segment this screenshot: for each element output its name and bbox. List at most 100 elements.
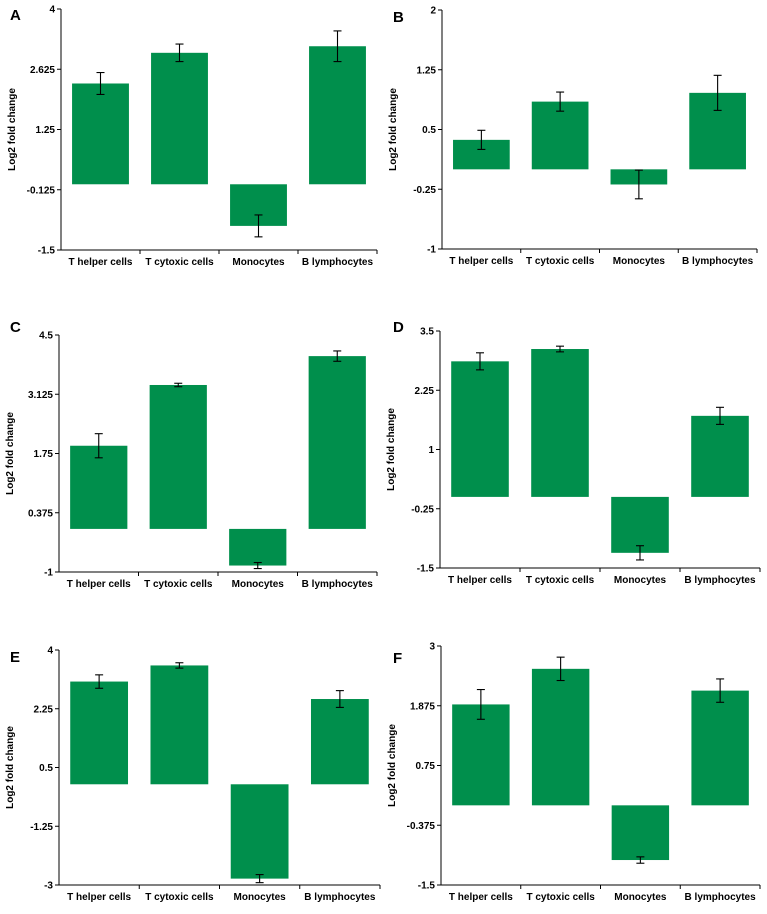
x-tick-label: T helper cells bbox=[448, 575, 512, 586]
bar-t-helper-cells bbox=[72, 83, 129, 185]
y-tick-label: 0.5 bbox=[39, 763, 53, 774]
y-axis-label: Log2 fold change bbox=[5, 412, 16, 495]
y-tick-label: -0.25 bbox=[413, 185, 436, 196]
y-tick-label: 3.5 bbox=[420, 327, 434, 338]
bar-monocytes bbox=[229, 528, 287, 566]
y-tick-label: 1.25 bbox=[417, 65, 437, 76]
y-tick-label: 1.75 bbox=[34, 449, 54, 460]
chart-panel-a: A Log2 fold change 4 2.625 1.25 -0.125 -1.5 T h… bbox=[7, 5, 378, 268]
y-tick-label: 4 bbox=[47, 646, 53, 657]
y-tick-label: -1.5 bbox=[38, 246, 56, 257]
bar-t-cytoxic-cells bbox=[150, 665, 209, 785]
panel-letter: A bbox=[10, 7, 21, 24]
error-bar bbox=[333, 350, 342, 362]
error-bar bbox=[94, 433, 103, 459]
panel-letter: B bbox=[393, 9, 404, 26]
chart-panel-e: E Log2 fold change 4 2.25 0.5 -1.25 -3 T helper… bbox=[5, 646, 381, 903]
panel-letter: E bbox=[10, 649, 20, 666]
error-bar bbox=[476, 352, 484, 371]
y-tick-label: -1 bbox=[44, 568, 53, 579]
y-axis-label: Log2 fold change bbox=[7, 88, 18, 171]
y-tick-label: 3.125 bbox=[28, 390, 53, 401]
error-bar bbox=[556, 91, 565, 112]
bar-b-lymphocytes bbox=[310, 699, 369, 785]
chart-panel-b: B Log2 fold change 2 1.25 0.5 -0.25 -1 T helper… bbox=[388, 6, 758, 267]
x-tick-label: T helper cells bbox=[449, 892, 513, 903]
x-tick-label: B lymphocytes bbox=[304, 892, 376, 903]
y-tick-label: 1 bbox=[428, 445, 434, 456]
error-bar bbox=[636, 856, 645, 864]
x-tick-label: T cytoxic cells bbox=[145, 257, 214, 268]
bar-t-cytoxic-cells bbox=[531, 668, 590, 806]
x-tick-label: T helper cells bbox=[67, 579, 131, 590]
x-tick-label: B lymphocytes bbox=[302, 579, 374, 590]
error-bar bbox=[174, 382, 183, 388]
bar-t-cytoxic-cells bbox=[151, 52, 208, 185]
y-tick-label: 2.25 bbox=[415, 386, 435, 397]
y-tick-label: 1.25 bbox=[36, 125, 56, 136]
y-tick-label: -0.25 bbox=[411, 504, 434, 515]
x-tick-label: Monocytes bbox=[614, 575, 667, 586]
y-axis-label: Log2 fold change bbox=[386, 408, 397, 491]
x-tick-label: T cytoxic cells bbox=[526, 892, 595, 903]
y-tick-label: -0.125 bbox=[27, 185, 56, 196]
y-tick-label: 4.5 bbox=[39, 331, 53, 342]
x-tick-label: Monocytes bbox=[232, 257, 285, 268]
error-bar bbox=[333, 30, 342, 63]
y-tick-label: 2.625 bbox=[30, 65, 55, 76]
x-tick-label: B lymphocytes bbox=[682, 256, 754, 267]
bar-monocytes bbox=[611, 496, 669, 553]
error-bar bbox=[254, 214, 263, 238]
error-bar bbox=[716, 406, 724, 425]
bar-t-helper-cells bbox=[452, 704, 510, 806]
x-tick-label: T cytoxic cells bbox=[144, 579, 213, 590]
bar-t-helper-cells bbox=[70, 681, 129, 785]
y-axis-label: Log2 fold change bbox=[5, 726, 16, 809]
bar-t-helper-cells bbox=[70, 445, 128, 529]
error-bar bbox=[713, 74, 722, 111]
x-tick-label: B lymphocytes bbox=[302, 257, 374, 268]
error-bar bbox=[335, 690, 344, 708]
y-tick-label: 2.25 bbox=[34, 704, 54, 715]
chart-panel-f: F Log2 fold change 3 1.875 0.75 -0.375 -1.5 T h… bbox=[387, 642, 761, 903]
y-tick-label: 0.75 bbox=[416, 761, 436, 772]
panel-letter: D bbox=[393, 319, 404, 336]
y-tick-label: 0.5 bbox=[422, 125, 436, 136]
y-axis-label: Log2 fold change bbox=[388, 88, 399, 171]
error-bar bbox=[636, 545, 644, 561]
y-tick-label: -1.5 bbox=[418, 881, 436, 892]
x-tick-label: Monocytes bbox=[234, 892, 287, 903]
y-tick-label: 4 bbox=[49, 5, 55, 16]
error-bar bbox=[716, 678, 725, 703]
error-bar bbox=[556, 345, 564, 353]
error-bar bbox=[253, 561, 262, 570]
y-tick-label: 2 bbox=[430, 6, 436, 17]
y-tick-label: 0.375 bbox=[28, 508, 53, 519]
x-tick-label: T helper cells bbox=[449, 256, 513, 267]
x-tick-label: T helper cells bbox=[67, 892, 131, 903]
bar-b-lymphocytes bbox=[691, 690, 749, 806]
y-tick-label: 3 bbox=[429, 642, 435, 653]
error-bar bbox=[175, 43, 184, 63]
bar-t-cytoxic-cells bbox=[531, 101, 589, 170]
error-bar bbox=[95, 674, 104, 689]
x-tick-label: Monocytes bbox=[614, 892, 667, 903]
x-tick-label: Monocytes bbox=[613, 256, 666, 267]
x-tick-label: Monocytes bbox=[232, 579, 285, 590]
bar-b-lymphocytes bbox=[309, 46, 366, 185]
error-bar bbox=[556, 656, 565, 682]
error-bar bbox=[255, 874, 264, 884]
y-tick-label: -3 bbox=[44, 881, 53, 892]
y-tick-label: -1.5 bbox=[417, 564, 435, 575]
x-tick-label: T cytoxic cells bbox=[526, 575, 595, 586]
y-tick-label: -1.25 bbox=[30, 822, 53, 833]
error-bar bbox=[96, 71, 105, 95]
bar-t-cytoxic-cells bbox=[149, 384, 207, 529]
x-tick-label: B lymphocytes bbox=[684, 575, 756, 586]
bar-b-lymphocytes bbox=[691, 415, 749, 497]
chart-panel-c: C Log2 fold change 4.5 3.125 1.75 0.375 -1 T he… bbox=[5, 319, 378, 590]
y-tick-label: -1 bbox=[427, 245, 436, 256]
bar-t-helper-cells bbox=[451, 361, 509, 497]
panel-letter: F bbox=[393, 650, 402, 667]
